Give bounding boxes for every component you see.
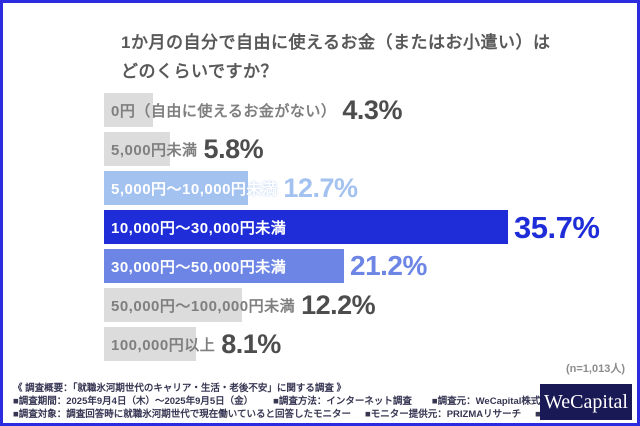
bar-row: 50,000円～100,000円未満 12.2% (104, 288, 629, 322)
survey-details-line2: ■調査対象：調査回答時に就職氷河期世代で現在働いていると回答したモニター ■モニ… (13, 408, 622, 421)
bar-row: 10,000円～30,000円未満 35.7% (104, 210, 629, 244)
bar-value: 35.7% (514, 209, 600, 245)
bar (104, 171, 248, 205)
bar (104, 132, 170, 166)
survey-method: ■調査方法：インターネット調査 (273, 396, 412, 407)
chart-title-line2: どのくらいですか？ (121, 62, 278, 81)
sample-size-note: (n=1,013人) (566, 363, 625, 375)
bar-label: 30,000円～50,000円未満 (111, 258, 287, 276)
bar (104, 249, 344, 283)
bar-row-content: 0円（自由に使えるお金がない） 4.3% (104, 93, 629, 127)
bar-label: 10,000円～30,000円未満 (111, 219, 287, 237)
chart-title-line1: 1か月の自分で自由に使えるお金（またはお小遣い）は (121, 33, 551, 52)
bar-row-content: 50,000円～100,000円未満 12.2% (104, 288, 629, 322)
bar-chart: 0円（自由に使えるお金がない） 4.3% 5,000円未満 5.8% 5,000円～10… (104, 93, 629, 366)
survey-overview-line: 《 調査概要：「就職氷河期世代のキャリア・生活・老後不安」に関する調査 》 (13, 383, 347, 394)
bar-value: 8.1% (221, 328, 281, 359)
survey-period: ■調査期間：2025年9月4日（木）～2025年9月5日（金） (13, 396, 254, 407)
survey-footer: 《 調査概要：「就職氷河期世代のキャリア・生活・老後不安」に関する調査 》 ■調… (13, 382, 622, 421)
bar-row: 100,000円以上 8.1% (104, 327, 629, 361)
bar-label: 0円（自由に使えるお金がない） (111, 102, 337, 120)
bar-row-content: 5,000円～10,000円未満 12.7% (104, 171, 629, 205)
bar-label: 100,000円以上 (111, 336, 216, 354)
wecapital-logo-text: WeCapital (544, 390, 628, 413)
bar-row: 5,000円未満 5.8% (104, 132, 629, 166)
bar-label: 50,000円～100,000円未満 (111, 297, 296, 315)
bar (104, 210, 508, 244)
survey-details-line1: ■調査期間：2025年9月4日（木）～2025年9月5日（金） ■調査方法：イン… (13, 395, 559, 408)
survey-target: ■調査対象：調査回答時に就職氷河期世代で現在働いていると回答したモニター (13, 409, 351, 420)
bar-row-content: 10,000円～30,000円未満 35.7% (104, 210, 629, 244)
bar (104, 93, 153, 127)
bar-value: 12.7% (283, 172, 358, 203)
wecapital-logo: WeCapital (540, 384, 632, 420)
bar-row-content: 100,000円以上 8.1% (104, 327, 629, 361)
bar-row-content: 5,000円未満 5.8% (104, 132, 629, 166)
bar-value: 4.3% (342, 94, 402, 125)
bar-row: 0円（自由に使えるお金がない） 4.3% (104, 93, 629, 127)
bar-value: 12.2% (301, 289, 376, 320)
bar-row-content: 30,000円～50,000円未満 21.2% (104, 249, 629, 283)
survey-monitor-provider: ■モニター提供元：PRIZMAリサーチ (364, 409, 522, 420)
survey-source: ■調査元：WeCapital株式会社 (431, 396, 560, 407)
bar-row: 30,000円～50,000円未満 21.2% (104, 249, 629, 283)
bar (104, 327, 196, 361)
bar-label: 5,000円未満 (111, 141, 198, 159)
chart-title: 1か月の自分で自由に使えるお金（またはお小遣い）は どのくらいですか？ (121, 28, 550, 86)
bar-label: 5,000円～10,000円未満 (111, 180, 278, 198)
bar-row: 5,000円～10,000円未満 12.7% (104, 171, 629, 205)
bar-value: 21.2% (350, 250, 427, 281)
bar-value: 5.8% (203, 133, 264, 164)
bar (104, 288, 242, 322)
